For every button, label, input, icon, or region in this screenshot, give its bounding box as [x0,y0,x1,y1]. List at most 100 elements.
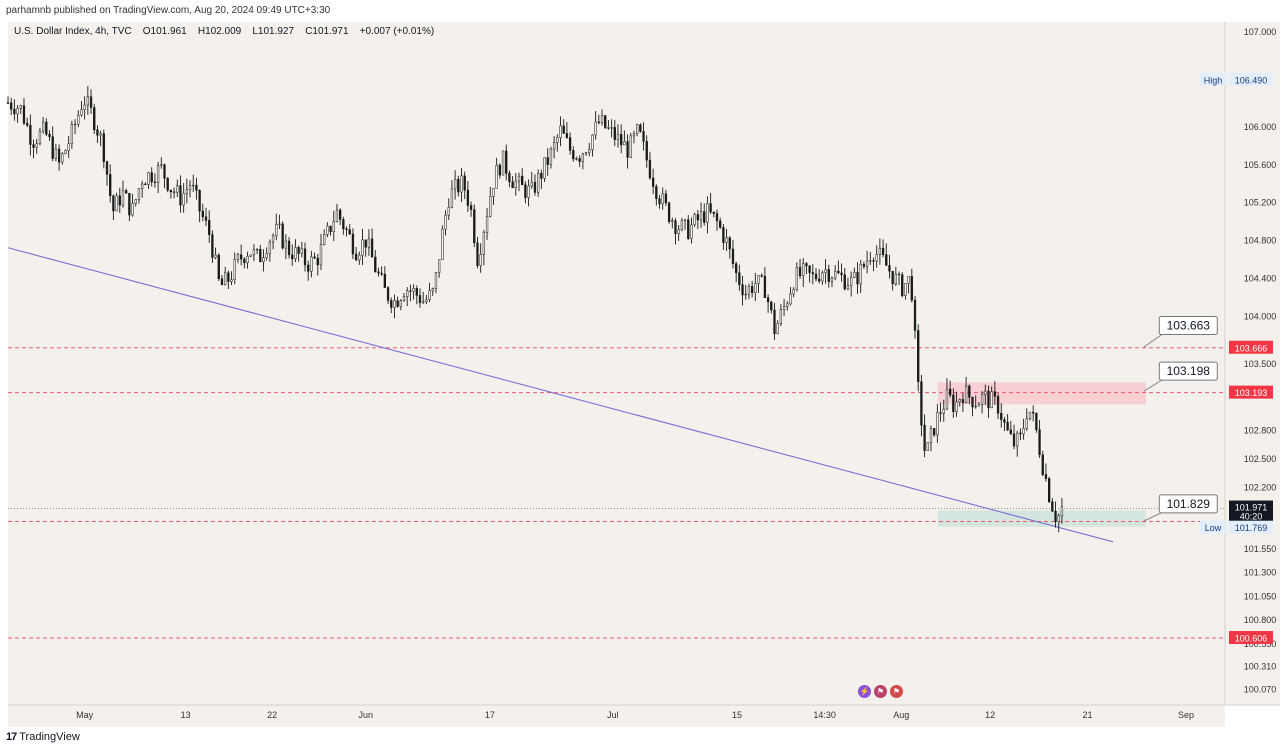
candle-body [172,191,176,193]
candle-body [849,276,853,286]
candle-body [179,185,182,206]
candle-body [469,205,473,210]
candle-body [319,244,323,266]
candle-body [722,227,725,243]
lightning-event-icon[interactable]: ⚡ [858,685,871,698]
candle-body [441,228,444,260]
candle-body [1054,510,1057,522]
candle-body [10,102,13,110]
legend-open: O101.961 [142,26,187,37]
candle-body [1016,432,1019,447]
candle-body [680,220,684,230]
time-tick-5: Jul [607,710,619,720]
candle-body [466,189,470,206]
brand-name: TradingView [19,731,80,743]
candle-body [188,185,192,190]
price-tick-6: 104.000 [1244,312,1277,322]
time-tick-8: Aug [893,710,909,720]
candle-body [425,299,428,302]
high-value-bg [1229,72,1273,86]
candle-body [61,153,64,163]
candle-body [651,177,655,187]
candle-body [552,142,556,150]
candle-body [604,115,607,128]
callout-label-2: 101.829 [1167,497,1211,511]
low-value-bg [1229,520,1273,534]
candle-body [70,124,74,145]
candle-body [910,276,913,301]
candle-body [725,237,728,243]
candle-body [955,401,958,412]
candle-body [961,399,965,403]
candle-body [217,254,220,279]
candle-body [655,186,658,199]
candle-body [265,253,268,258]
time-tick-0: May [76,710,94,720]
candle-body [13,108,16,115]
candle-body [731,248,735,264]
candle-body [859,263,862,285]
resistance-zone [937,382,1146,405]
callout-box-2 [1158,494,1218,514]
candle-body [498,164,501,176]
candle-body [77,114,80,125]
candle-body [632,133,636,137]
candle-body [150,172,153,183]
candle-body [307,264,310,272]
candle-body [588,149,591,153]
price-tick-4: 104.800 [1244,236,1277,246]
flag-event-icon[interactable]: ⚑ [874,685,887,698]
low-value: 101.769 [1235,523,1268,533]
candle-body [342,219,345,230]
candle-body [706,203,709,223]
candle-body [818,278,821,282]
candle-body [754,283,757,293]
candle-body [316,257,319,266]
candle-body [875,254,878,262]
candle-body [153,181,157,183]
candle-body [993,391,997,397]
tradingview-brand[interactable]: 17 TradingView [6,731,80,743]
candle-body [888,265,891,272]
candle-body [370,238,374,258]
candle-body [917,330,920,382]
candle-body [584,152,588,155]
candle-body [565,133,569,138]
level-label-3-bg [1229,631,1273,645]
candle-body [952,394,955,412]
candle-body [485,216,489,233]
candle-body [616,134,620,140]
price-tick-5: 104.400 [1244,274,1277,284]
candle-body [402,296,406,302]
candle-body [383,273,387,288]
candle-body [332,221,335,232]
candle-body [674,220,677,234]
candle-body [284,240,288,249]
candle-body [600,115,604,124]
event-icons[interactable]: ⚡ ⚑ ⚑ [858,685,906,698]
candle-body [977,404,981,407]
candle-body [163,164,166,179]
ohlc-legend: U.S. Dollar Index, 4h, TVC O101.961 H102… [14,26,434,37]
candle-body [881,247,885,255]
time-tick-6: 15 [732,710,742,720]
candle-body [591,134,594,150]
callout-pointer-1 [1143,378,1164,392]
candle-body [99,133,102,136]
candle-body [335,209,339,223]
candle-body [118,195,121,206]
candle-body [399,300,402,307]
candle-body [233,259,236,280]
candle-body [479,254,482,266]
legend-close: C101.971 [305,26,349,37]
candle-body [540,172,543,179]
candle-body [974,405,977,408]
flag-event-icon-2[interactable]: ⚑ [890,685,903,698]
candle-body [980,393,984,405]
candle-body [907,276,910,284]
candle-body [897,273,901,276]
candle-body [1041,454,1044,475]
price-tick-12: 101.300 [1244,568,1277,578]
candle-body [128,192,131,216]
